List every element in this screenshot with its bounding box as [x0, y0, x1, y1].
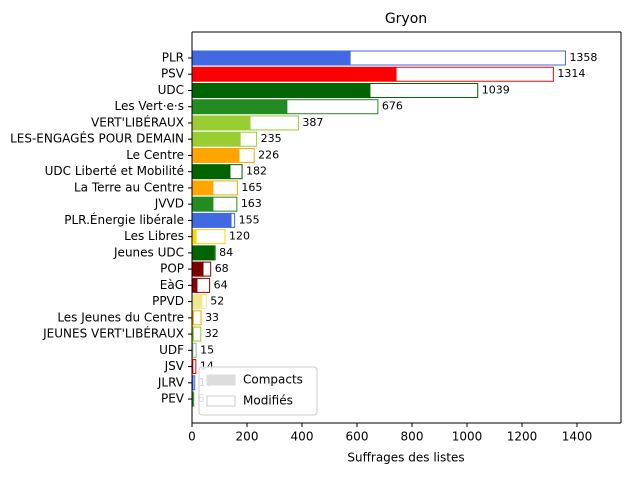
value-label: 226	[258, 148, 279, 161]
x-tick-label: 800	[401, 430, 424, 444]
bar-compacts	[191, 66, 397, 82]
value-label: 1039	[482, 83, 510, 96]
bar-modifies	[195, 229, 226, 245]
legend-label: Modifiés	[243, 394, 293, 408]
value-label: 676	[382, 100, 403, 113]
value-label: 387	[302, 116, 323, 129]
bar-modifies	[238, 147, 255, 163]
bar-compacts	[191, 147, 240, 163]
y-tick-label: PLR	[162, 51, 184, 65]
y-tick-label: EàG	[160, 278, 184, 292]
x-tick-label: 1000	[452, 430, 483, 444]
y-tick-label: PSV	[161, 67, 185, 81]
bar-modifies	[212, 196, 238, 212]
legend-label: Compacts	[243, 373, 303, 387]
y-tick-label: POP	[160, 262, 184, 276]
value-label: 32	[205, 327, 219, 340]
x-tick-label: 1400	[562, 430, 593, 444]
bar-modifies	[369, 82, 479, 98]
value-label: 33	[205, 311, 219, 324]
bar-compacts	[191, 99, 288, 115]
legend-swatch	[206, 374, 236, 386]
y-tick-label: Les Vert·e·s	[115, 99, 185, 113]
value-label: 165	[241, 181, 262, 194]
bar-compacts	[191, 277, 198, 293]
bar-modifies	[192, 359, 197, 375]
bar-modifies	[286, 99, 379, 115]
bar-modifies	[249, 115, 299, 131]
bar-modifies	[192, 310, 202, 326]
y-tick-label: PEV	[161, 392, 185, 406]
y-tick-label: UDC Liberté et Mobilité	[45, 164, 184, 178]
bar-compacts	[191, 212, 232, 228]
x-tick-label: 200	[236, 430, 259, 444]
value-label: 120	[229, 230, 250, 243]
bar-modifies	[395, 66, 554, 82]
bar-modifies	[229, 164, 243, 180]
y-tick-label: UDF	[159, 343, 184, 357]
bar-compacts	[191, 294, 203, 310]
value-label: 52	[210, 295, 224, 308]
bar-modifies	[201, 294, 207, 310]
x-axis-label: Suffrages des listes	[347, 451, 464, 465]
y-tick-label: Le Centre	[126, 148, 184, 162]
bar-compacts	[191, 229, 197, 245]
y-tick-label: Les Libres	[124, 229, 184, 243]
bar-compacts	[191, 196, 214, 212]
bar-compacts	[191, 245, 215, 261]
bar-compacts	[191, 261, 204, 277]
x-tick-label: 600	[346, 430, 369, 444]
y-tick-label: La Terre au Centre	[74, 180, 184, 194]
y-tick-label: JVVD	[154, 197, 184, 211]
bar-compacts	[191, 82, 371, 98]
bar-compacts	[191, 50, 351, 66]
y-tick-label: Les Jeunes du Centre	[57, 310, 184, 324]
y-tick-label: LES-ENGAGÉS POUR DEMAIN	[10, 131, 184, 146]
bar-compacts	[191, 131, 241, 147]
x-tick-label: 1200	[507, 430, 538, 444]
bar-modifies	[192, 342, 197, 358]
bar-modifies	[192, 326, 202, 342]
legend-swatch	[206, 395, 236, 407]
y-tick-label: Jeunes UDC	[113, 245, 184, 259]
bar-modifies	[196, 277, 211, 293]
value-label: 1314	[557, 67, 585, 80]
value-label: 64	[214, 278, 228, 291]
bar-modifies	[202, 261, 212, 277]
y-tick-label: PPVD	[152, 294, 184, 308]
bar-modifies	[349, 50, 566, 66]
value-label: 155	[239, 213, 260, 226]
bar-modifies	[212, 180, 238, 196]
value-label: 84	[219, 246, 233, 259]
y-tick-label: JLRV	[157, 375, 185, 389]
value-label: 235	[261, 132, 282, 145]
bar-compacts	[191, 164, 231, 180]
y-tick-label: UDC	[158, 83, 184, 97]
bar-modifies	[213, 245, 216, 261]
value-label: 182	[246, 165, 267, 178]
value-label: 68	[215, 262, 229, 275]
value-label: 1358	[569, 51, 597, 64]
bar-modifies	[192, 375, 196, 391]
y-tick-label: JSV	[164, 359, 185, 373]
value-label: 163	[241, 197, 262, 210]
bar-compacts	[191, 180, 214, 196]
y-tick-label: PLR.Énergie libérale	[64, 212, 184, 227]
y-tick-label: JEUNES VERT'LIBÉRAUX	[42, 326, 184, 341]
bar-modifies	[192, 391, 195, 407]
bar-modifies	[230, 212, 236, 228]
value-label: 15	[200, 343, 214, 356]
x-tick-label: 0	[188, 430, 196, 444]
bar-modifies	[239, 131, 258, 147]
chart-title: Gryon	[385, 11, 427, 27]
x-tick-label: 400	[291, 430, 314, 444]
y-tick-label: VERT'LIBÉRAUX	[91, 114, 184, 129]
bar-compacts	[191, 115, 251, 131]
